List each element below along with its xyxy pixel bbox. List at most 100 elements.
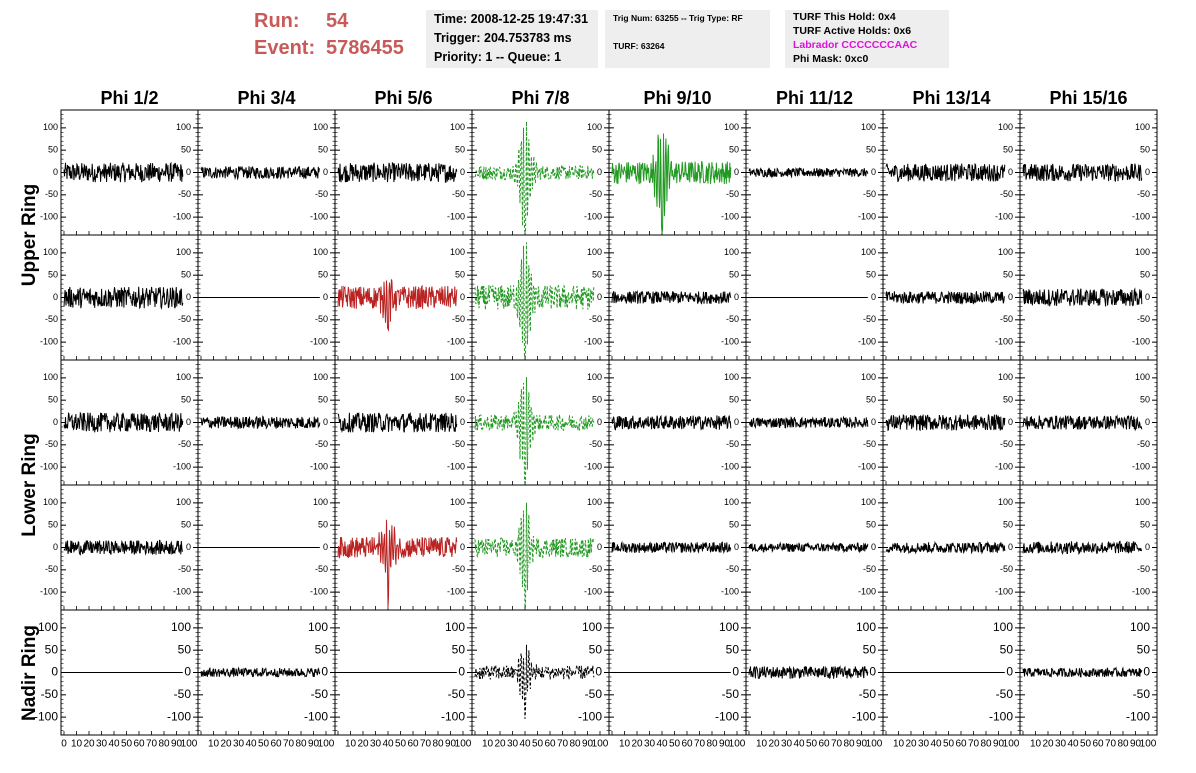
- turf-this-hold-text: TURF This Hold: 0x4: [793, 11, 896, 23]
- x-tick-label: 20: [83, 739, 95, 750]
- y-tick-label: 100: [861, 372, 876, 382]
- y-tick-label: 0: [460, 292, 465, 302]
- x-tick-label: 50: [806, 739, 818, 750]
- waveform-series: [748, 665, 869, 680]
- y-tick-label: -100: [715, 709, 739, 723]
- y-tick-label: -100: [447, 212, 465, 222]
- y-tick-label: 0: [871, 417, 876, 427]
- waveform-series: [337, 519, 458, 608]
- y-tick-label: 0: [871, 167, 876, 177]
- y-tick-label: -50: [1137, 564, 1150, 574]
- priority-text: Priority: 1 -- Queue: 1: [434, 50, 562, 64]
- waveform-series: [885, 540, 1006, 555]
- waveform-series: [885, 162, 1006, 183]
- waveform-series: [474, 377, 595, 484]
- x-tick-label: 90: [719, 739, 731, 750]
- turf-info-box: TURF This Hold: 0x4 TURF Active Holds: 0…: [785, 10, 949, 68]
- x-tick-label: 20: [220, 739, 232, 750]
- x-tick-label: 90: [856, 739, 868, 750]
- y-tick-label: -100: [584, 587, 602, 597]
- waveform-series: [748, 415, 869, 430]
- time-info-box: Time: 2008-12-25 19:47:31 Trigger: 204.7…: [426, 10, 598, 68]
- x-tick-label: 10: [619, 739, 631, 750]
- y-tick-label: 50: [181, 395, 191, 405]
- waveform-series: [611, 540, 732, 555]
- y-tick-label: -50: [859, 687, 877, 701]
- y-tick-label: 50: [1140, 270, 1150, 280]
- trigger-text: Trigger: 204.753783 ms: [434, 31, 572, 45]
- y-tick-label: 100: [450, 247, 465, 257]
- y-tick-label: -100: [995, 337, 1013, 347]
- waveform-series: [63, 286, 184, 310]
- x-tick-label: 40: [656, 739, 668, 750]
- x-tick-label: 10: [893, 739, 905, 750]
- y-tick-label: 0: [460, 417, 465, 427]
- x-tick-label: 80: [432, 739, 444, 750]
- x-tick-label: 50: [258, 739, 270, 750]
- x-tick-label: 50: [121, 739, 133, 750]
- phi-column-header: Phi 7/8: [511, 88, 570, 108]
- y-tick-label: 50: [181, 520, 191, 530]
- y-tick-label: 100: [1135, 122, 1150, 132]
- waveform-series: [885, 290, 1006, 306]
- y-tick-label: -50: [726, 189, 739, 199]
- y-tick-label: -100: [858, 212, 876, 222]
- phi-column-header: Phi 11/12: [775, 88, 854, 108]
- y-tick-label: 50: [181, 145, 191, 155]
- y-tick-label: -50: [315, 314, 328, 324]
- waveform-series: [1022, 287, 1143, 307]
- y-tick-label: -100: [310, 337, 328, 347]
- y-tick-label: 0: [1145, 542, 1150, 552]
- y-tick-label: 100: [998, 497, 1013, 507]
- y-tick-label: 0: [323, 542, 328, 552]
- y-tick-label: 50: [455, 395, 465, 405]
- y-tick-label: 50: [48, 145, 58, 155]
- x-tick-label: 80: [1117, 739, 1129, 750]
- y-tick-label: 100: [993, 620, 1013, 634]
- turf-text: TURF: 63264: [613, 41, 665, 51]
- y-tick-label: -50: [315, 439, 328, 449]
- y-tick-label: 100: [998, 247, 1013, 257]
- waveform-series: [200, 415, 321, 430]
- y-tick-label: 50: [726, 642, 740, 656]
- x-tick-label: 40: [793, 739, 805, 750]
- y-tick-label: 100: [724, 247, 739, 257]
- y-tick-label: 100: [998, 122, 1013, 132]
- x-tick-label: 70: [694, 739, 706, 750]
- y-tick-label: 100: [861, 247, 876, 257]
- y-tick-label: -50: [452, 189, 465, 199]
- waveform-series: [474, 121, 595, 234]
- y-tick-label: -100: [995, 462, 1013, 472]
- y-tick-label: -50: [452, 439, 465, 449]
- y-tick-label: 100: [587, 247, 602, 257]
- y-tick-label: -50: [178, 564, 191, 574]
- y-tick-label: 50: [1000, 642, 1014, 656]
- y-tick-label: -50: [45, 314, 58, 324]
- x-tick-label: 20: [631, 739, 643, 750]
- y-tick-label: -50: [1000, 189, 1013, 199]
- x-tick-label: 70: [146, 739, 158, 750]
- y-tick-label: -100: [721, 587, 739, 597]
- x-tick-label: 50: [395, 739, 407, 750]
- x-tick-label: 100: [181, 739, 198, 750]
- y-tick-label: 50: [48, 395, 58, 405]
- y-tick-label: 100: [313, 497, 328, 507]
- phi-column-header: Phi 1/2: [100, 88, 159, 108]
- y-tick-label: 100: [450, 497, 465, 507]
- y-tick-label: -50: [589, 564, 602, 574]
- event-value: 5786455: [326, 37, 404, 59]
- waveform-series: [1022, 163, 1143, 182]
- x-tick-label: 10: [345, 739, 357, 750]
- y-tick-label: 0: [53, 292, 58, 302]
- y-tick-label: 50: [589, 642, 603, 656]
- y-tick-label: -50: [174, 687, 192, 701]
- y-tick-label: -50: [1133, 687, 1151, 701]
- y-tick-label: 0: [1008, 417, 1013, 427]
- y-tick-label: 0: [734, 167, 739, 177]
- y-tick-label: -100: [578, 709, 602, 723]
- y-tick-label: 0: [53, 542, 58, 552]
- y-tick-label: 100: [450, 372, 465, 382]
- y-tick-label: -100: [173, 337, 191, 347]
- x-tick-label: 10: [208, 739, 220, 750]
- waveform-series: [63, 411, 184, 433]
